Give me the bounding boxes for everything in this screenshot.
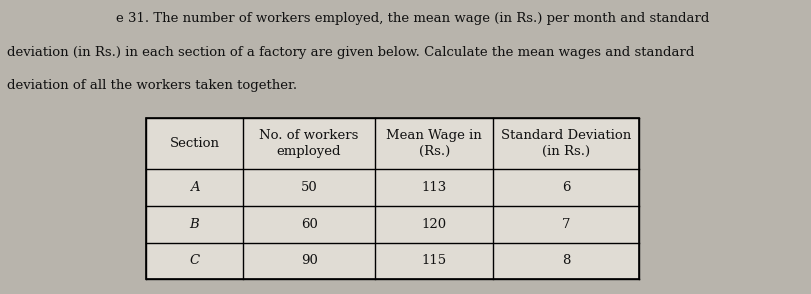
Text: 113: 113 <box>421 181 446 194</box>
Text: 115: 115 <box>421 255 446 268</box>
Text: 6: 6 <box>561 181 570 194</box>
Text: Mean Wage in
(Rs.): Mean Wage in (Rs.) <box>386 129 482 158</box>
Text: e 31. The number of workers employed, the mean wage (in Rs.) per month and stand: e 31. The number of workers employed, th… <box>116 12 708 25</box>
Text: C: C <box>189 255 200 268</box>
Text: Standard Deviation
(in Rs.): Standard Deviation (in Rs.) <box>500 129 631 158</box>
Text: A: A <box>190 181 199 194</box>
Text: No. of workers
employed: No. of workers employed <box>259 129 358 158</box>
Text: 8: 8 <box>561 255 570 268</box>
Text: deviation (in Rs.) in each section of a factory are given below. Calculate the m: deviation (in Rs.) in each section of a … <box>7 46 694 59</box>
Text: deviation of all the workers taken together.: deviation of all the workers taken toget… <box>7 79 298 92</box>
Text: Section: Section <box>169 137 219 150</box>
Text: 90: 90 <box>300 255 317 268</box>
Text: 50: 50 <box>300 181 317 194</box>
Text: 7: 7 <box>561 218 570 231</box>
Text: B: B <box>189 218 199 231</box>
Text: 120: 120 <box>421 218 446 231</box>
Text: 60: 60 <box>300 218 317 231</box>
